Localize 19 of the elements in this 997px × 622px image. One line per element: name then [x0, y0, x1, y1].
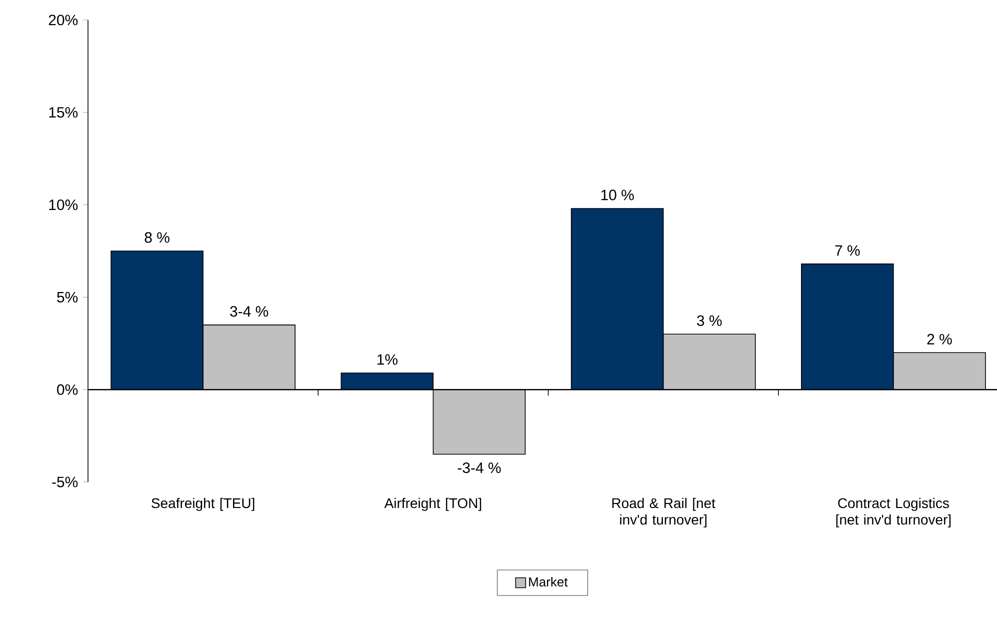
x-tick-label: Airfreight [TON] [384, 498, 482, 511]
data-label: 8 % [144, 232, 170, 243]
x-tick-label: Contract Logistics [net inv'd turnover] [836, 498, 951, 528]
data-label: 3 % [697, 315, 722, 326]
x-tick-label: Seafreight [TEU] [152, 498, 254, 511]
legend-label: Market [529, 576, 568, 587]
y-tick-label: 20% [48, 14, 78, 26]
y-tick-label: 0% [57, 384, 78, 395]
y-tick-label: 5% [57, 292, 78, 302]
y-tick-label: 15% [49, 107, 78, 118]
data-label: 7 % [835, 245, 860, 256]
data-label: 10 % [601, 190, 634, 200]
x-tick-label: Road & Rail [net inv'd turnover] [612, 498, 716, 528]
y-tick-label: 10% [49, 199, 78, 210]
data-label: 3-4 % [230, 306, 268, 317]
data-label: 1% [377, 354, 398, 365]
data-label: -3-4 % [458, 462, 501, 474]
y-tick-label: -5% [52, 476, 78, 488]
data-label: 2 % [927, 334, 952, 344]
